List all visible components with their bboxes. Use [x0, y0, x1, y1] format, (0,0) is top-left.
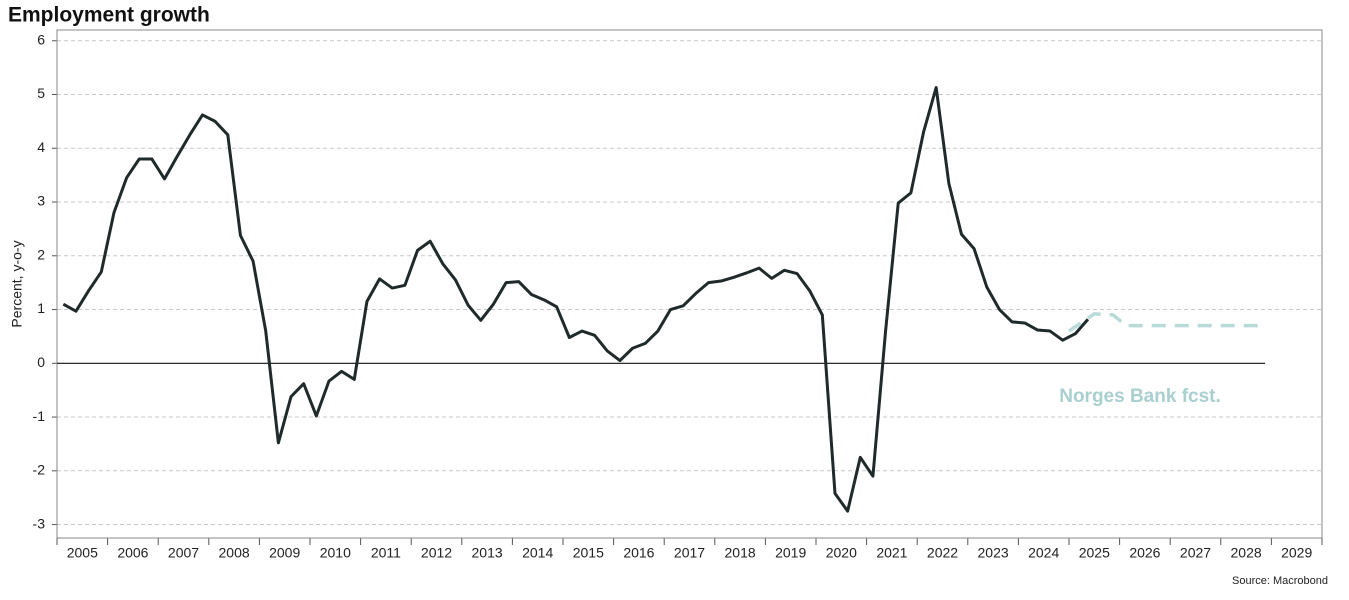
x-tick-label: 2014 — [522, 545, 553, 561]
x-tick-label: 2008 — [219, 545, 250, 561]
y-tick-label: 5 — [37, 85, 45, 101]
x-tick-label: 2024 — [1028, 545, 1059, 561]
x-tick-label: 2013 — [472, 545, 503, 561]
x-tick-label: 2022 — [927, 545, 958, 561]
plot-frame — [56, 29, 1323, 539]
annotation: Norges Bank fcst. — [1059, 386, 1221, 407]
x-tick-label: 2007 — [168, 545, 199, 561]
x-tick-label: 2020 — [826, 545, 857, 561]
x-tick-label: 2021 — [876, 545, 907, 561]
forecast-line — [1068, 312, 1266, 333]
x-tick-label: 2025 — [1079, 545, 1110, 561]
y-tick-label: 0 — [37, 354, 45, 370]
x-tick-label: 2019 — [775, 545, 806, 561]
x-tick-label: 2027 — [1180, 545, 1211, 561]
y-tick-label: -1 — [33, 408, 46, 424]
data-line — [62, 86, 1090, 513]
x-tick-label: 2015 — [573, 545, 604, 561]
y-tick-label: -3 — [33, 515, 46, 531]
x-tick-label: 2006 — [117, 545, 148, 561]
x-tick-label: 2009 — [269, 545, 300, 561]
y-tick-label: 6 — [37, 31, 45, 47]
x-tick-label: 2005 — [67, 545, 98, 561]
x-tick-label: 2029 — [1281, 545, 1312, 561]
x-tick-label: 2011 — [371, 545, 401, 561]
y-tick-label: 3 — [37, 193, 45, 209]
x-tick-label: 2023 — [978, 545, 1009, 561]
x-tick-label: 2010 — [320, 545, 351, 561]
x-tick-label: 2017 — [674, 545, 705, 561]
x-tick-label: 2018 — [725, 545, 756, 561]
y-tick-label: -2 — [33, 462, 46, 478]
chart-title: Employment growth — [8, 4, 210, 27]
y-tick-label: 4 — [37, 139, 45, 155]
source: Source: Macrobond — [1232, 575, 1328, 587]
y-tick-label: 1 — [37, 300, 45, 316]
x-tick-label: 2012 — [421, 545, 452, 561]
y-axis-label: Percent, y-o-y — [9, 240, 25, 327]
x-tick-label: 2016 — [623, 545, 654, 561]
x-tick-label: 2028 — [1231, 545, 1262, 561]
y-tick-label: 2 — [37, 246, 45, 262]
x-tick-label: 2026 — [1129, 545, 1160, 561]
